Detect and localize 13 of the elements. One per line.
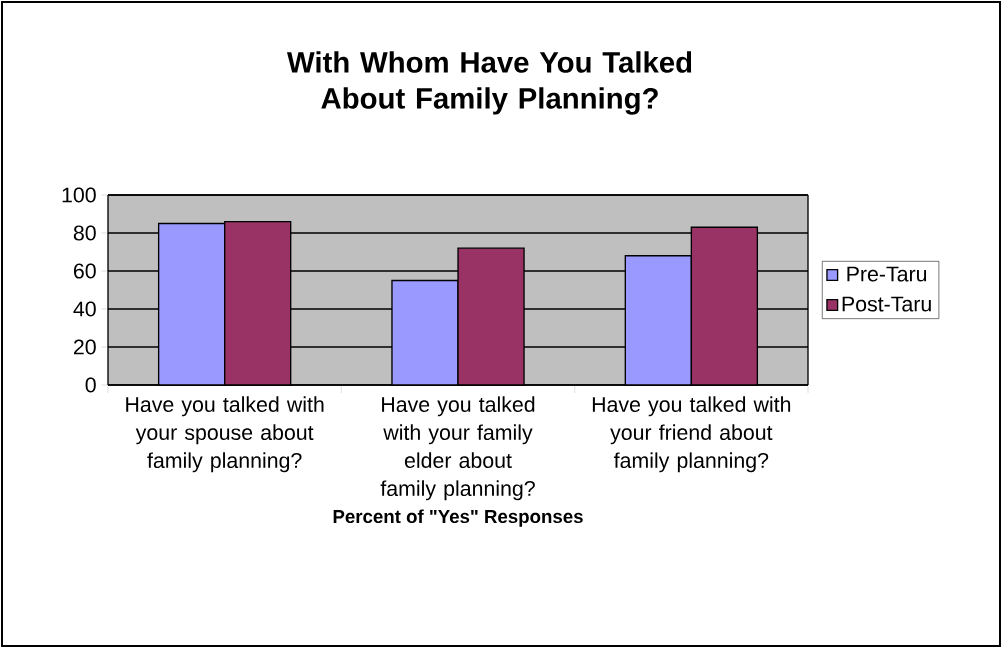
y-tick-label: 100 — [62, 187, 96, 203]
x-tick-label: Have you talked with your friend about family planning? — [592, 396, 791, 473]
y-tick-label: 60 — [73, 263, 96, 279]
x-tick-label: Have you talked with your spouse about family planning? — [126, 396, 324, 473]
x-tick-label: Have you talked with your family elder about family planning? — [380, 396, 535, 501]
y-tick-label: 0 — [85, 377, 96, 393]
legend-label: Pre-Taru — [847, 266, 927, 282]
y-tick-label: 80 — [73, 225, 96, 241]
chart-title: With Whom Have You Talked About Family Planning? — [286, 51, 692, 115]
legend-label: Post-Taru — [842, 296, 931, 312]
x-axis-title: Percent of "Yes" Responses — [333, 509, 583, 527]
y-tick-label: 20 — [73, 339, 96, 355]
y-tick-label: 40 — [73, 301, 96, 317]
